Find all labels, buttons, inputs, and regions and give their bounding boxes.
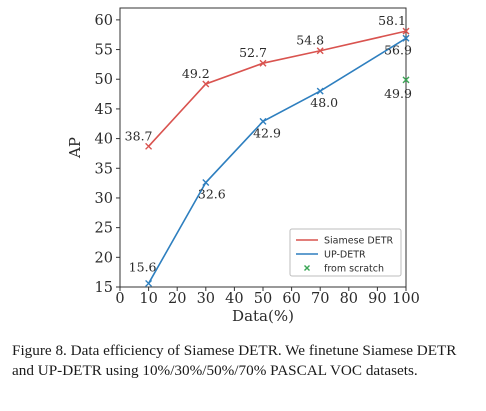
- data-label: 15.6: [129, 259, 157, 274]
- data-label: 58.1: [378, 13, 406, 28]
- series-1-point-stroke: [145, 279, 153, 287]
- y-axis-label: AP: [66, 137, 84, 159]
- x-tick-label: 20: [168, 291, 186, 307]
- data-label: 49.9: [384, 86, 412, 101]
- y-tick-label: 60: [95, 13, 113, 29]
- series-1-point: [145, 279, 153, 287]
- series-1-point: [202, 179, 210, 187]
- x-tick-label: 40: [225, 291, 243, 307]
- series-0-point: [259, 59, 267, 67]
- series-1-point-stroke: [259, 117, 267, 125]
- y-tick-label: 30: [95, 191, 113, 207]
- y-tick-label: 25: [95, 221, 113, 237]
- x-tick-label: 90: [368, 291, 386, 307]
- series-2-point: [402, 76, 410, 84]
- data-label: 56.9: [384, 42, 412, 57]
- series-1-point-stroke: [316, 87, 324, 95]
- y-tick-label: 55: [95, 43, 113, 59]
- data-label: 32.6: [198, 187, 226, 202]
- y-tick-label: 35: [95, 161, 113, 177]
- series-1-point-stroke: [402, 34, 410, 42]
- x-tick-label: 30: [197, 291, 215, 307]
- series-0-point-stroke: [145, 142, 153, 150]
- y-tick-label: 15: [95, 280, 113, 296]
- legend-swatch-marker: [304, 265, 310, 271]
- x-axis-label: Data(%): [232, 307, 294, 325]
- data-label: 49.2: [182, 66, 210, 81]
- x-tick-label: 60: [282, 291, 300, 307]
- data-label: 54.8: [296, 33, 324, 48]
- x-tick-label: 100: [392, 291, 420, 307]
- y-tick-label: 50: [95, 72, 113, 88]
- series-1-point: [402, 34, 410, 42]
- figure-caption: Figure 8. Data efficiency of Siamese DET…: [12, 342, 457, 379]
- data-label: 38.7: [125, 128, 153, 143]
- legend: Siamese DETR UP-DETR from scratch: [289, 228, 402, 277]
- series-0-point: [402, 27, 410, 35]
- series-0-point: [145, 142, 153, 150]
- x-tick-label: 10: [139, 291, 157, 307]
- series-1-point: [259, 117, 267, 125]
- legend-entry: UP-DETR: [324, 250, 366, 261]
- series-1-point: [316, 87, 324, 95]
- series-2-point-stroke: [402, 76, 410, 84]
- data-label: 52.7: [239, 45, 267, 60]
- series-0-point-stroke: [402, 27, 410, 35]
- legend-entry: from scratch: [324, 264, 384, 275]
- data-label: 48.0: [310, 95, 338, 110]
- series-0-point: [202, 80, 210, 88]
- x-tick-label: 50: [254, 291, 272, 307]
- series-0-point: [316, 47, 324, 55]
- y-tick-label: 20: [95, 250, 113, 266]
- legend-swatch-marker-stroke: [304, 265, 310, 271]
- data-label: 42.9: [253, 125, 281, 140]
- x-tick-label: 0: [115, 291, 124, 307]
- x-tick-label: 80: [340, 291, 358, 307]
- chart: 0 10 20 30 40 50 60 70 80 90 100 15 20 25 30 35 40 45 50 55…: [66, 7, 420, 325]
- y-tick-label: 45: [95, 102, 113, 118]
- legend-entry: Siamese DETR: [324, 236, 394, 247]
- x-tick-label: 70: [311, 291, 329, 307]
- y-tick-label: 40: [95, 132, 113, 148]
- series-0-point-stroke: [202, 80, 210, 88]
- series-1-point-stroke: [202, 179, 210, 187]
- series-0-point-stroke: [316, 47, 324, 55]
- series-0-point-stroke: [259, 59, 267, 67]
